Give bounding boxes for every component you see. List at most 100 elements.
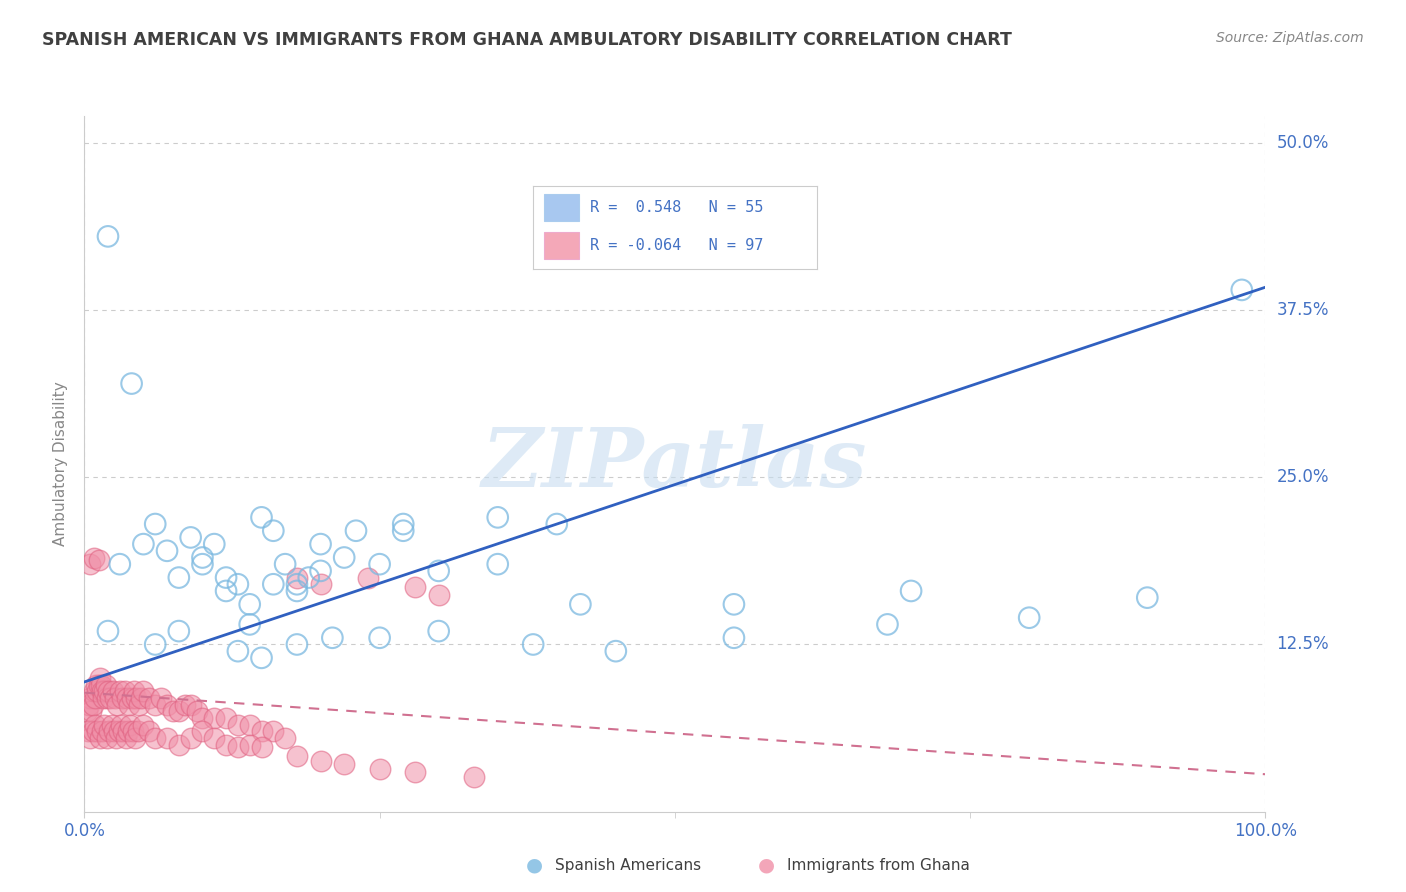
Point bbox=[285, 637, 308, 651]
Point bbox=[262, 577, 284, 591]
Point bbox=[309, 577, 332, 591]
Text: ●: ● bbox=[758, 855, 775, 875]
Point bbox=[108, 684, 131, 698]
Point bbox=[167, 705, 190, 719]
Point bbox=[80, 705, 103, 719]
Point bbox=[156, 544, 179, 558]
Point bbox=[569, 598, 592, 612]
Point bbox=[167, 738, 190, 752]
Point bbox=[368, 557, 391, 572]
Text: R = -0.064   N = 97: R = -0.064 N = 97 bbox=[591, 238, 763, 253]
Point bbox=[167, 571, 190, 585]
Point bbox=[132, 717, 155, 731]
Point bbox=[83, 550, 105, 565]
Point bbox=[226, 717, 249, 731]
Point bbox=[107, 698, 129, 712]
Point bbox=[84, 717, 107, 731]
Point bbox=[285, 571, 308, 585]
Point bbox=[309, 754, 332, 768]
Text: R =  0.548   N = 55: R = 0.548 N = 55 bbox=[591, 200, 763, 215]
Point bbox=[97, 229, 120, 244]
Point bbox=[86, 684, 108, 698]
Point bbox=[723, 631, 745, 645]
Point bbox=[486, 557, 509, 572]
Point bbox=[91, 690, 114, 705]
Point bbox=[202, 537, 225, 551]
Text: Spanish Americans: Spanish Americans bbox=[555, 858, 702, 872]
Point bbox=[98, 724, 121, 739]
Point bbox=[239, 738, 262, 752]
Point bbox=[100, 717, 122, 731]
Point bbox=[91, 724, 114, 739]
Point bbox=[239, 617, 262, 632]
Text: ZIPatlas: ZIPatlas bbox=[482, 424, 868, 504]
Point bbox=[262, 724, 284, 739]
Point bbox=[215, 738, 238, 752]
Point bbox=[108, 557, 131, 572]
Point bbox=[90, 678, 112, 692]
Point bbox=[250, 740, 273, 755]
Point bbox=[723, 598, 745, 612]
Point bbox=[77, 698, 100, 712]
Point bbox=[79, 690, 101, 705]
Point bbox=[105, 731, 128, 746]
Point bbox=[143, 637, 166, 651]
Text: Source: ZipAtlas.com: Source: ZipAtlas.com bbox=[1216, 31, 1364, 45]
Point bbox=[143, 698, 166, 712]
Point bbox=[427, 588, 450, 602]
Point bbox=[298, 571, 321, 585]
Point bbox=[285, 584, 308, 599]
Point bbox=[285, 748, 308, 763]
Point bbox=[167, 624, 190, 639]
Point bbox=[156, 698, 179, 712]
Point bbox=[127, 724, 149, 739]
Point bbox=[226, 577, 249, 591]
Point bbox=[250, 510, 273, 524]
Point bbox=[463, 770, 485, 784]
Point bbox=[121, 724, 143, 739]
Point bbox=[87, 678, 110, 692]
Point bbox=[114, 684, 136, 698]
Point bbox=[112, 724, 135, 739]
Point bbox=[93, 717, 115, 731]
Point bbox=[368, 762, 391, 776]
Point bbox=[143, 517, 166, 532]
Bar bbox=[544, 194, 578, 220]
Point bbox=[180, 530, 202, 544]
Text: 37.5%: 37.5% bbox=[1277, 301, 1329, 319]
Point bbox=[191, 724, 214, 739]
Point bbox=[93, 684, 115, 698]
Point bbox=[162, 705, 184, 719]
Point bbox=[110, 717, 132, 731]
Point bbox=[333, 550, 356, 565]
Point bbox=[128, 698, 150, 712]
Point bbox=[215, 571, 238, 585]
Point bbox=[118, 698, 141, 712]
Text: 25.0%: 25.0% bbox=[1277, 468, 1329, 486]
Point bbox=[79, 731, 101, 746]
Point bbox=[239, 598, 262, 612]
Point bbox=[129, 690, 152, 705]
Point bbox=[124, 731, 146, 746]
Point bbox=[76, 705, 98, 719]
Point bbox=[97, 684, 120, 698]
Point bbox=[876, 617, 898, 632]
Point bbox=[427, 624, 450, 639]
Point bbox=[89, 731, 111, 746]
Point bbox=[1018, 611, 1040, 625]
Point bbox=[357, 571, 380, 585]
Point bbox=[285, 577, 308, 591]
Point bbox=[143, 731, 166, 746]
Point bbox=[87, 553, 110, 567]
Point bbox=[180, 731, 202, 746]
Point bbox=[215, 584, 238, 599]
Point bbox=[239, 717, 262, 731]
Point bbox=[82, 724, 104, 739]
Point bbox=[156, 731, 179, 746]
Point bbox=[344, 524, 367, 538]
Point bbox=[605, 644, 627, 658]
Point bbox=[83, 684, 105, 698]
Point bbox=[368, 631, 391, 645]
Point bbox=[392, 517, 415, 532]
Point bbox=[97, 624, 120, 639]
